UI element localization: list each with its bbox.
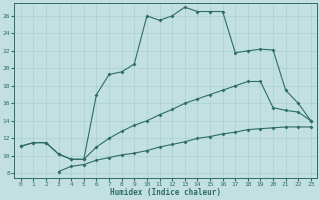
X-axis label: Humidex (Indice chaleur): Humidex (Indice chaleur) <box>110 188 221 197</box>
